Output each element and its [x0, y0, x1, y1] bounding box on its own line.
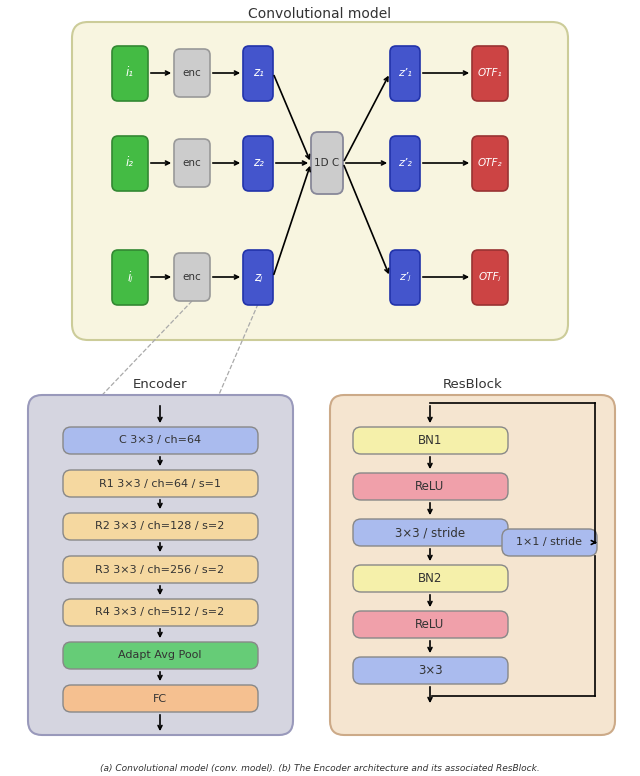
FancyBboxPatch shape	[390, 46, 420, 101]
Text: R2 3×3 / ch=128 / s=2: R2 3×3 / ch=128 / s=2	[95, 521, 225, 532]
Text: iⱼ: iⱼ	[127, 271, 132, 283]
FancyBboxPatch shape	[472, 250, 508, 305]
Text: R3 3×3 / ch=256 / s=2: R3 3×3 / ch=256 / s=2	[95, 564, 225, 574]
FancyBboxPatch shape	[353, 519, 508, 546]
Text: enc: enc	[182, 272, 202, 282]
Text: 1D C: 1D C	[314, 158, 340, 168]
Text: zⱼ: zⱼ	[254, 271, 262, 283]
FancyBboxPatch shape	[243, 250, 273, 305]
FancyBboxPatch shape	[472, 136, 508, 191]
Text: z₂: z₂	[253, 157, 264, 169]
FancyBboxPatch shape	[72, 22, 568, 340]
Text: OTF₂: OTF₂	[477, 158, 502, 168]
Text: OTFⱼ: OTFⱼ	[479, 272, 501, 282]
Text: FC: FC	[153, 694, 167, 704]
FancyBboxPatch shape	[28, 395, 293, 735]
FancyBboxPatch shape	[353, 657, 508, 684]
Text: Encoder: Encoder	[133, 377, 188, 390]
Text: Adapt Avg Pool: Adapt Avg Pool	[118, 650, 202, 660]
Text: 1×1 / stride: 1×1 / stride	[516, 538, 582, 548]
Text: Convolutional model: Convolutional model	[248, 7, 392, 21]
FancyBboxPatch shape	[472, 46, 508, 101]
Text: z’ⱼ: z’ⱼ	[399, 272, 411, 282]
Text: z’₂: z’₂	[398, 158, 412, 168]
FancyBboxPatch shape	[390, 136, 420, 191]
FancyBboxPatch shape	[63, 470, 258, 497]
FancyBboxPatch shape	[112, 250, 148, 305]
FancyBboxPatch shape	[353, 427, 508, 454]
FancyBboxPatch shape	[174, 253, 210, 301]
Text: z₁: z₁	[253, 67, 264, 79]
Text: (a) Convolutional model (conv. model). (b) The Encoder architecture and its asso: (a) Convolutional model (conv. model). (…	[100, 764, 540, 772]
Text: i₂: i₂	[126, 157, 134, 169]
FancyBboxPatch shape	[353, 565, 508, 592]
FancyBboxPatch shape	[63, 556, 258, 583]
Text: ResBlock: ResBlock	[443, 377, 502, 390]
FancyBboxPatch shape	[390, 250, 420, 305]
FancyBboxPatch shape	[63, 642, 258, 669]
FancyBboxPatch shape	[353, 611, 508, 638]
FancyBboxPatch shape	[63, 513, 258, 540]
Text: R1 3×3 / ch=64 / s=1: R1 3×3 / ch=64 / s=1	[99, 479, 221, 489]
Text: OTF₁: OTF₁	[477, 68, 502, 78]
Text: BN1: BN1	[418, 434, 442, 447]
Text: 3×3 / stride: 3×3 / stride	[395, 526, 465, 539]
Text: BN2: BN2	[418, 572, 442, 585]
FancyBboxPatch shape	[112, 46, 148, 101]
Text: C 3×3 / ch=64: C 3×3 / ch=64	[119, 435, 201, 445]
Text: enc: enc	[182, 68, 202, 78]
Text: z’₁: z’₁	[398, 68, 412, 78]
Text: ReLU: ReLU	[415, 480, 445, 493]
FancyBboxPatch shape	[63, 599, 258, 626]
FancyBboxPatch shape	[353, 473, 508, 500]
FancyBboxPatch shape	[243, 46, 273, 101]
FancyBboxPatch shape	[63, 427, 258, 454]
FancyBboxPatch shape	[63, 685, 258, 712]
Text: R4 3×3 / ch=512 / s=2: R4 3×3 / ch=512 / s=2	[95, 608, 225, 618]
Text: enc: enc	[182, 158, 202, 168]
Text: 3×3: 3×3	[418, 664, 442, 677]
Text: i₁: i₁	[126, 67, 134, 79]
FancyBboxPatch shape	[112, 136, 148, 191]
FancyBboxPatch shape	[174, 49, 210, 97]
FancyBboxPatch shape	[330, 395, 615, 735]
Text: ReLU: ReLU	[415, 618, 445, 631]
FancyBboxPatch shape	[311, 132, 343, 194]
FancyBboxPatch shape	[502, 529, 597, 556]
FancyBboxPatch shape	[243, 136, 273, 191]
FancyBboxPatch shape	[174, 139, 210, 187]
